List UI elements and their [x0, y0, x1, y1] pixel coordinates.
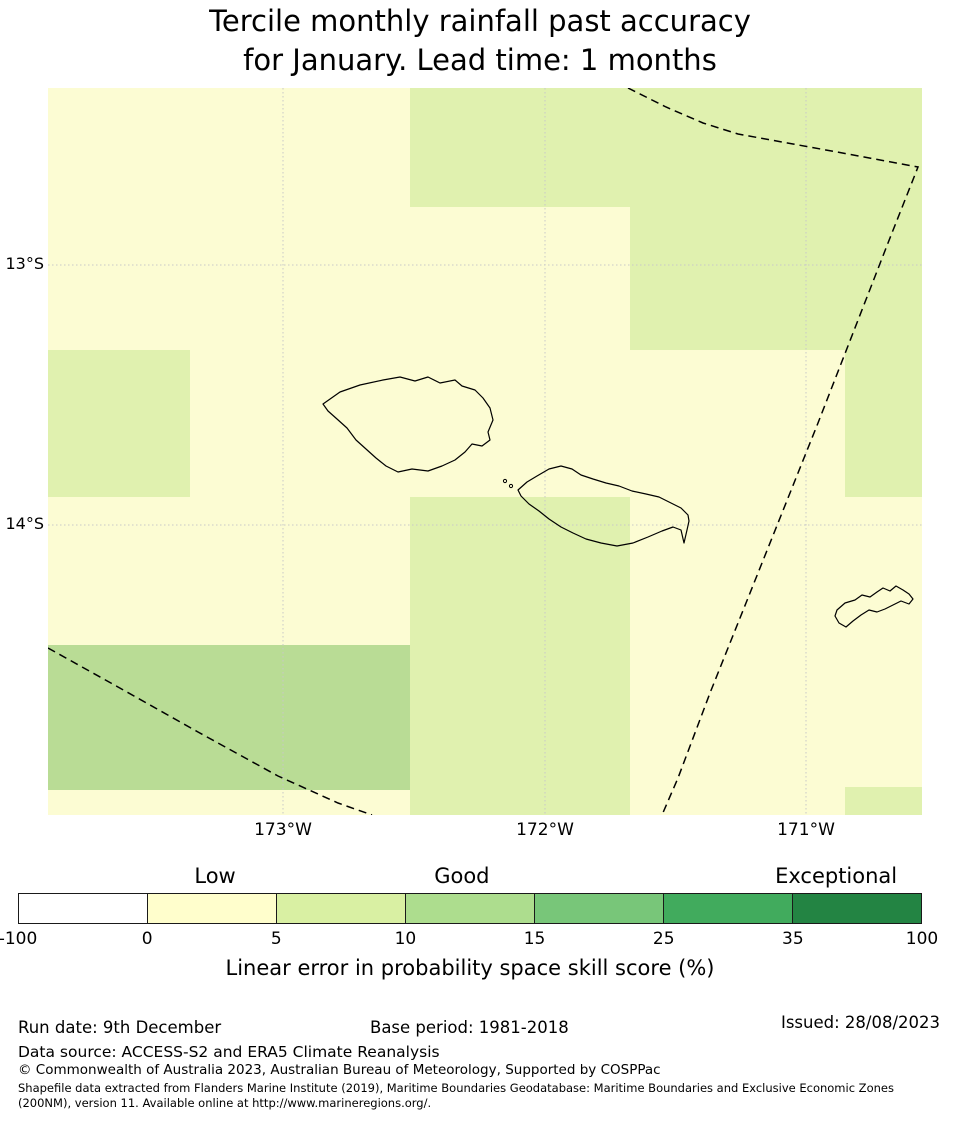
islet [508, 483, 514, 489]
run-date-text: Run date: 9th December [18, 1018, 222, 1037]
skill-cell [410, 497, 630, 815]
colorbar-tick: 0 [141, 929, 153, 949]
colorbar-segment [793, 894, 921, 923]
colorbar-tick-row: -100 0 5 10 15 25 35 100 [0, 929, 938, 951]
skill-cell [845, 350, 922, 497]
colorbar-category-labels: Low Good Exceptional [18, 864, 922, 890]
colorbar-tick: 100 [905, 929, 939, 949]
shapefile-attribution: Shapefile data extracted from Flanders M… [18, 1081, 950, 1110]
skill-cell [410, 88, 630, 207]
x-tick-173w: 173°W [254, 820, 312, 840]
colorbar-tick: 5 [270, 929, 282, 949]
colorbar-label-exceptional: Exceptional [775, 864, 898, 888]
y-tick-13s: 13°S [5, 254, 44, 273]
skill-cell [48, 350, 190, 497]
colorbar-tick: 25 [652, 929, 675, 949]
colorbar-segment [19, 894, 148, 923]
chart-title-line2: for January. Lead time: 1 months [243, 43, 717, 77]
data-source-text: Data source: ACCESS-S2 and ERA5 Climate … [18, 1043, 440, 1061]
colorbar-label-good: Good [434, 864, 490, 888]
colorbar-segment [148, 894, 277, 923]
colorbar-caption: Linear error in probability space skill … [225, 956, 715, 980]
eez-boundary-line [48, 647, 373, 815]
colorbar-tick: 10 [394, 929, 417, 949]
skill-cell [630, 88, 922, 350]
island-upolu [517, 465, 690, 547]
colorbar-label-low: Low [194, 864, 236, 888]
x-tick-172w: 172°W [516, 820, 574, 840]
y-tick-14s: 14°S [5, 514, 44, 533]
chart-title: Tercile monthly rainfall past accuracy f… [0, 2, 960, 80]
colorbar [18, 893, 922, 924]
colorbar-tick: 15 [523, 929, 546, 949]
colorbar-segment [535, 894, 664, 923]
islet [502, 478, 508, 484]
colorbar-tick: -100 [0, 929, 38, 949]
skill-cell [48, 645, 410, 790]
colorbar-segment [664, 894, 793, 923]
map-svg [48, 88, 922, 815]
x-tick-171w: 171°W [777, 820, 835, 840]
shapefile-attribution-line2: (200NM), version 11. Available online at… [18, 1095, 432, 1110]
island-savaii [322, 376, 494, 473]
colorbar-segment [277, 894, 406, 923]
shapefile-attribution-line1: Shapefile data extracted from Flanders M… [18, 1081, 894, 1095]
colorbar-tick: 35 [782, 929, 804, 949]
skill-cell [845, 787, 922, 815]
island-tutuila [834, 585, 914, 628]
map-area [48, 88, 922, 815]
copyright-text: © Commonwealth of Australia 2023, Austra… [18, 1062, 661, 1078]
issued-date-text: Issued: 28/08/2023 [780, 1013, 940, 1032]
chart-title-line1: Tercile monthly rainfall past accuracy [209, 4, 751, 38]
base-period-text: Base period: 1981-2018 [370, 1018, 569, 1037]
eez-boundary-line [627, 88, 920, 815]
colorbar-segment [406, 894, 535, 923]
